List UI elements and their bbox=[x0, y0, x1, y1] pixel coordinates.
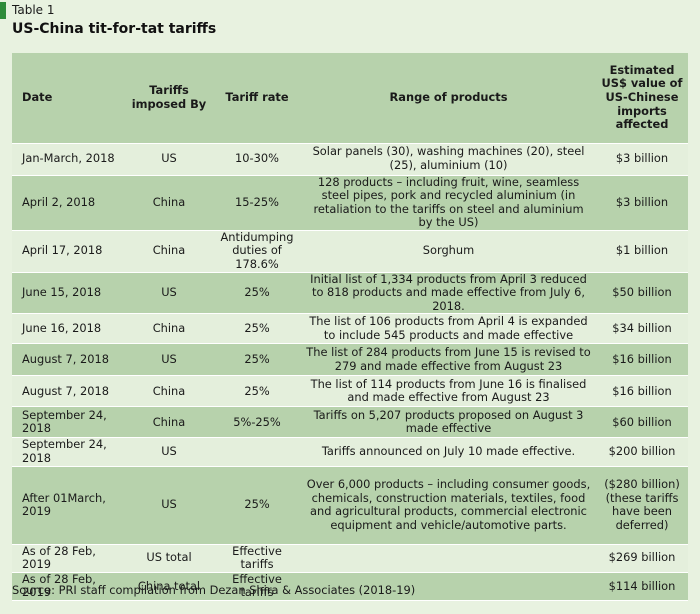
cell-value: $269 billion bbox=[596, 544, 688, 573]
table-row: As of 28 Feb, 2019 China total Effective… bbox=[12, 572, 688, 602]
header-tariff-rate: Tariff rate bbox=[213, 53, 301, 144]
cell-imposed-by: China total bbox=[125, 572, 213, 602]
cell-range bbox=[301, 544, 596, 573]
cell-tariff-rate: Antidumping duties of 178.6% bbox=[213, 230, 301, 273]
table-row: August 7, 2018 US 25% The list of 284 pr… bbox=[12, 343, 688, 377]
cell-tariff-rate: 5%-25% bbox=[213, 406, 301, 439]
cell-range: Initial list of 1,334 products from Apri… bbox=[301, 272, 596, 315]
tariff-table-container: Date Tariffs imposed By Tariff rate Rang… bbox=[12, 53, 688, 602]
cell-date: August 7, 2018 bbox=[12, 343, 125, 377]
cell-range: Sorghum bbox=[301, 230, 596, 273]
cell-imposed-by: China bbox=[125, 175, 213, 231]
cell-tariff-rate: 25% bbox=[213, 343, 301, 377]
cell-range: The list of 106 products from April 4 is… bbox=[301, 313, 596, 345]
cell-date: September 24, 2018 bbox=[12, 406, 125, 439]
cell-value: $16 billion bbox=[596, 375, 688, 408]
cell-range: Tariffs announced on July 10 made effect… bbox=[301, 437, 596, 467]
cell-value: ($280 billion) (these tariffs have been … bbox=[596, 466, 688, 545]
header-date: Date bbox=[12, 53, 125, 144]
cell-tariff-rate: 25% bbox=[213, 313, 301, 345]
table-row: April 2, 2018 China 15-25% 128 products … bbox=[12, 175, 688, 231]
cell-value: $50 billion bbox=[596, 272, 688, 315]
cell-tariff-rate: 10-30% bbox=[213, 143, 301, 176]
cell-value: $60 billion bbox=[596, 406, 688, 439]
cell-date: As of 28 Feb, 2019 bbox=[12, 572, 125, 602]
cell-date: Jan-March, 2018 bbox=[12, 143, 125, 176]
cell-range: Tariffs on 5,207 products proposed on Au… bbox=[301, 406, 596, 439]
cell-imposed-by: China bbox=[125, 406, 213, 439]
cell-range bbox=[301, 572, 596, 602]
cell-tariff-rate: Effective tariffs bbox=[213, 572, 301, 602]
table-row: June 15, 2018 US 25% Initial list of 1,3… bbox=[12, 272, 688, 315]
cell-imposed-by: China bbox=[125, 375, 213, 408]
cell-date: June 15, 2018 bbox=[12, 272, 125, 315]
cell-range: Solar panels (30), washing machines (20)… bbox=[301, 143, 596, 176]
cell-date: As of 28 Feb, 2019 bbox=[12, 544, 125, 573]
table-number-label: Table 1 bbox=[0, 2, 54, 19]
cell-tariff-rate: Effective tariffs bbox=[213, 544, 301, 573]
cell-date: After 01March, 2019 bbox=[12, 466, 125, 545]
header-range-of-products: Range of products bbox=[301, 53, 596, 144]
cell-imposed-by: US bbox=[125, 143, 213, 176]
cell-value: $3 billion bbox=[596, 175, 688, 231]
table-row: August 7, 2018 China 25% The list of 114… bbox=[12, 375, 688, 408]
cell-tariff-rate: 25% bbox=[213, 272, 301, 315]
cell-value: $114 billion bbox=[596, 572, 688, 602]
cell-value: $3 billion bbox=[596, 143, 688, 176]
table-row: Jan-March, 2018 US 10-30% Solar panels (… bbox=[12, 143, 688, 176]
header-estimated-value: Estimated US$ value of US-Chinese import… bbox=[596, 53, 688, 144]
cell-imposed-by: China bbox=[125, 313, 213, 345]
cell-imposed-by: US bbox=[125, 343, 213, 377]
cell-value: $200 billion bbox=[596, 437, 688, 467]
cell-tariff-rate: 25% bbox=[213, 375, 301, 408]
table-header-row: Date Tariffs imposed By Tariff rate Rang… bbox=[12, 53, 688, 144]
cell-tariff-rate: 15-25% bbox=[213, 175, 301, 231]
cell-range: The list of 284 products from June 15 is… bbox=[301, 343, 596, 377]
cell-imposed-by: US total bbox=[125, 544, 213, 573]
cell-tariff-rate: 25% bbox=[213, 466, 301, 545]
table-row: After 01March, 2019 US 25% Over 6,000 pr… bbox=[12, 466, 688, 545]
cell-date: April 2, 2018 bbox=[12, 175, 125, 231]
source-note: Source: PRI staff compilation from Dezan… bbox=[12, 583, 416, 597]
table-row: As of 28 Feb, 2019 US total Effective ta… bbox=[12, 544, 688, 573]
cell-date: June 16, 2018 bbox=[12, 313, 125, 345]
table-row: September 24, 2018 US Tariffs announced … bbox=[12, 437, 688, 467]
table-row: June 16, 2018 China 25% The list of 106 … bbox=[12, 313, 688, 345]
cell-date: April 17, 2018 bbox=[12, 230, 125, 273]
cell-imposed-by: US bbox=[125, 466, 213, 545]
table-title: US-China tit-for-tat tariffs bbox=[12, 21, 217, 37]
table-row: April 17, 2018 China Antidumping duties … bbox=[12, 230, 688, 273]
cell-range: Over 6,000 products – including consumer… bbox=[301, 466, 596, 545]
tariff-table: Date Tariffs imposed By Tariff rate Rang… bbox=[12, 53, 688, 602]
cell-date: August 7, 2018 bbox=[12, 375, 125, 408]
cell-imposed-by: US bbox=[125, 272, 213, 315]
cell-value: $34 billion bbox=[596, 313, 688, 345]
cell-date: September 24, 2018 bbox=[12, 438, 125, 467]
header-imposed-by: Tariffs imposed By bbox=[125, 53, 213, 144]
cell-imposed-by: China bbox=[125, 230, 213, 273]
table-row: September 24, 2018 China 5%-25% Tariffs … bbox=[12, 406, 688, 439]
cell-range: 128 products – including fruit, wine, se… bbox=[301, 175, 596, 231]
cell-value: $1 billion bbox=[596, 230, 688, 273]
cell-tariff-rate bbox=[213, 437, 301, 467]
cell-imposed-by: US bbox=[125, 437, 213, 467]
cell-range: The list of 114 products from June 16 is… bbox=[301, 375, 596, 408]
cell-value: $16 billion bbox=[596, 343, 688, 377]
